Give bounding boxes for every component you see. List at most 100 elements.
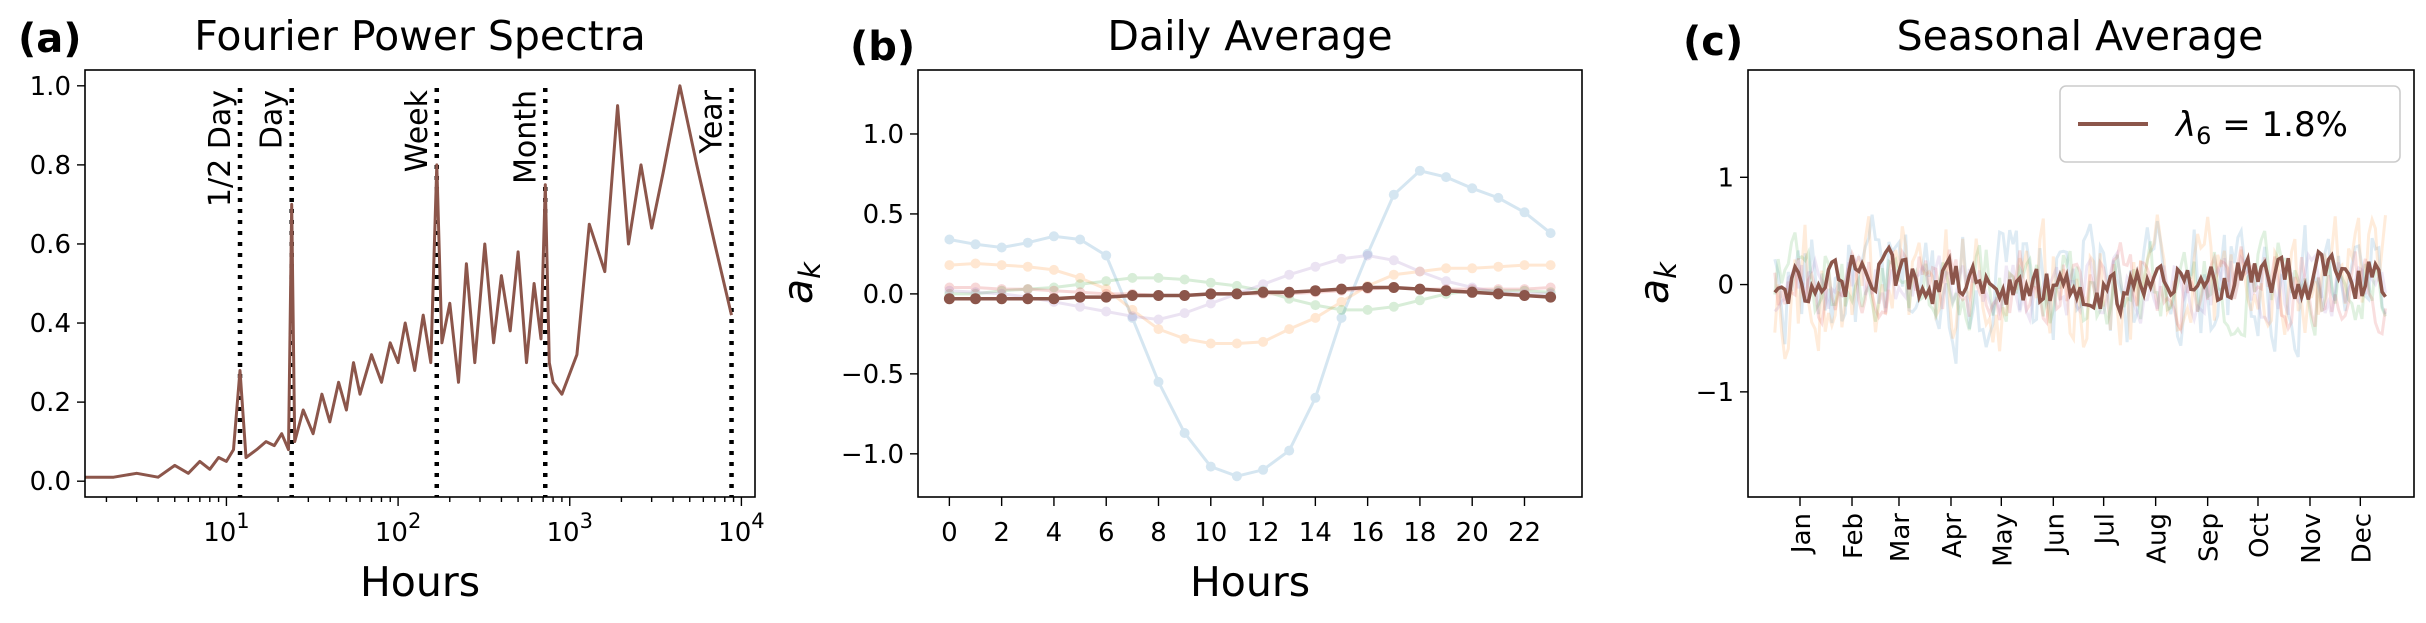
daily-point bbox=[1101, 276, 1112, 287]
daily-point bbox=[1388, 255, 1399, 266]
panel-c: (c) Seasonal Average −1 0 1 Jan Feb Mar Apr May… bbox=[1630, 12, 2415, 567]
daily-point bbox=[1048, 282, 1059, 293]
daily-point bbox=[1048, 264, 1059, 275]
daily-point bbox=[944, 234, 955, 245]
daily-point bbox=[1127, 304, 1138, 315]
daily-point bbox=[1257, 286, 1269, 298]
daily-point bbox=[1284, 269, 1295, 280]
daily-point bbox=[944, 285, 955, 296]
daily-point bbox=[1545, 291, 1557, 303]
daily-point bbox=[1127, 272, 1138, 283]
period-label: 1/2 Day bbox=[203, 90, 238, 207]
panel-b-series bbox=[943, 165, 1557, 482]
x-tick-label: 8 bbox=[1150, 518, 1167, 548]
daily-point bbox=[1310, 300, 1321, 311]
y-tick-label: 1.0 bbox=[863, 120, 904, 150]
x-tick-label: 20 bbox=[1456, 518, 1489, 548]
spectrum-line bbox=[85, 84, 733, 479]
daily-point bbox=[1362, 248, 1373, 259]
daily-point bbox=[1022, 284, 1033, 295]
x-tick-label: 6 bbox=[1098, 518, 1115, 548]
daily-point bbox=[1414, 295, 1425, 306]
daily-point bbox=[1231, 288, 1243, 300]
daily-point bbox=[1100, 291, 1112, 303]
x-tick-label: 2 bbox=[993, 518, 1010, 548]
daily-point bbox=[944, 260, 955, 271]
legend-box bbox=[2059, 85, 2401, 163]
daily-point bbox=[1127, 312, 1138, 323]
daily-point bbox=[1310, 392, 1321, 403]
legend-label: λ6 = 1.8% bbox=[2174, 105, 2348, 150]
daily-point bbox=[1126, 290, 1138, 301]
daily-point bbox=[1075, 279, 1086, 290]
daily-point bbox=[1414, 266, 1425, 277]
daily-point bbox=[1153, 324, 1164, 335]
y-tick-label: 0.8 bbox=[30, 151, 71, 181]
daily-main-series bbox=[943, 282, 1557, 305]
daily-point bbox=[1101, 306, 1112, 317]
seasonal-faded-line bbox=[1773, 242, 2387, 336]
panel-a-label: (a) bbox=[18, 16, 82, 62]
daily-point bbox=[944, 282, 955, 293]
panel-a-series bbox=[85, 84, 733, 479]
month-tick-label: Apr bbox=[1938, 513, 1968, 558]
daily-point bbox=[1336, 312, 1347, 323]
daily-point bbox=[1179, 290, 1191, 301]
daily-point bbox=[1362, 282, 1374, 293]
panel-b-xlabel: Hours bbox=[1190, 558, 1310, 606]
daily-point bbox=[1309, 285, 1321, 297]
daily-point bbox=[1022, 237, 1033, 248]
x-tick-label: 101 bbox=[203, 509, 249, 548]
y-tick-label: 0.2 bbox=[30, 388, 71, 418]
x-tick-label: 14 bbox=[1299, 518, 1332, 548]
daily-point bbox=[1231, 338, 1242, 349]
panel-b-title: Daily Average bbox=[1107, 12, 1392, 60]
month-tick-label: Jul bbox=[2091, 513, 2121, 546]
daily-point bbox=[996, 242, 1007, 253]
panel-a-frame bbox=[84, 69, 756, 498]
daily-point bbox=[1414, 165, 1425, 176]
daily-point bbox=[1441, 263, 1452, 274]
daily-point bbox=[1258, 336, 1269, 347]
daily-point bbox=[1493, 261, 1504, 272]
daily-point bbox=[1022, 261, 1033, 272]
daily-point bbox=[1205, 277, 1216, 288]
daily-point bbox=[1388, 269, 1399, 280]
daily-point bbox=[1048, 293, 1060, 305]
daily-point bbox=[1362, 250, 1373, 261]
daily-faded-series bbox=[944, 258, 1556, 349]
month-tick-label: Nov bbox=[2297, 513, 2327, 564]
x-tick-label: 103 bbox=[547, 509, 593, 548]
period-label: Week bbox=[400, 89, 435, 172]
daily-point bbox=[1310, 312, 1321, 323]
daily-point bbox=[970, 239, 981, 250]
panel-c-label: (c) bbox=[1683, 19, 1743, 65]
y-tick-label: 1 bbox=[1717, 163, 1734, 193]
x-tick-label: 4 bbox=[1046, 518, 1063, 548]
daily-point bbox=[1258, 464, 1269, 475]
daily-point bbox=[1388, 282, 1400, 293]
daily-point bbox=[1362, 304, 1373, 315]
month-tick-label: May bbox=[1988, 513, 2018, 567]
panel-b: (b) Daily Average −1.0 −0.5 0.0 0.5 1.0 0 2 4 6 8… bbox=[774, 12, 1583, 606]
month-tick-label: Mar bbox=[1886, 513, 1916, 562]
daily-point bbox=[1179, 333, 1190, 344]
x-tick-label: 102 bbox=[375, 509, 421, 548]
daily-point bbox=[1048, 231, 1059, 242]
daily-point bbox=[1153, 376, 1164, 387]
daily-point bbox=[1493, 192, 1504, 203]
daily-point bbox=[1231, 280, 1242, 291]
daily-point bbox=[1101, 250, 1112, 261]
daily-point bbox=[1153, 272, 1164, 283]
x-tick-label: 16 bbox=[1351, 518, 1384, 548]
panel-c-legend: λ6 = 1.8% bbox=[2059, 85, 2401, 163]
daily-point bbox=[1336, 253, 1347, 264]
x-tick-label: 12 bbox=[1247, 518, 1280, 548]
daily-point bbox=[1441, 172, 1452, 183]
daily-point bbox=[996, 260, 1007, 271]
daily-point bbox=[1284, 324, 1295, 335]
daily-point bbox=[1153, 314, 1164, 325]
y-tick-label: 1.0 bbox=[30, 72, 71, 102]
y-tick-label: 0.4 bbox=[30, 309, 71, 339]
